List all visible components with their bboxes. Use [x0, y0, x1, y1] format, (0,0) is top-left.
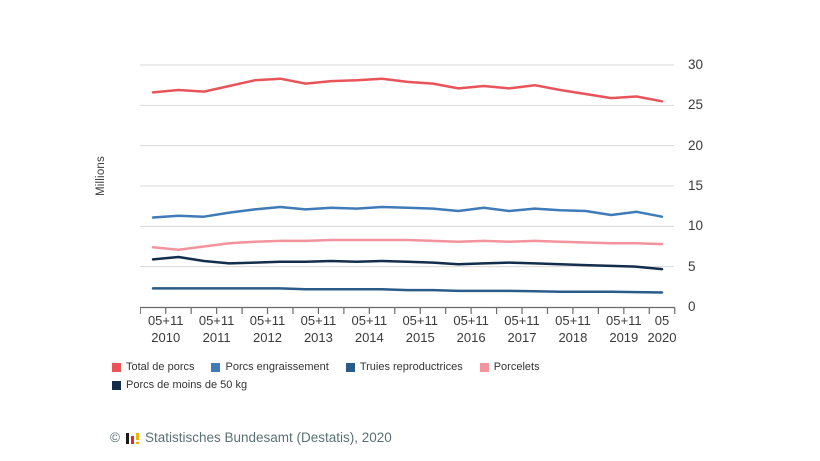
- x-tick-period: 05+11: [351, 313, 388, 328]
- legend-swatch-total-de-porcs: [112, 362, 121, 372]
- legend-swatch-porcs-engraissement: [211, 362, 221, 372]
- legend-row-2: Porcs de moins de 50 kg: [112, 379, 247, 391]
- x-tick-period: 05+11: [453, 313, 489, 328]
- x-tick-label-2018: 05+11 2018: [541, 312, 605, 346]
- x-tick-period: 05+11: [147, 313, 184, 328]
- legend-item-total-de-porcs: Total de porcs: [112, 361, 194, 373]
- legend-item-porcs-engraissement: Porcs engraissement: [211, 361, 329, 373]
- x-tick-label-2011: 05+11 2011: [185, 312, 249, 346]
- x-tick-year: 2019: [609, 330, 639, 345]
- x-tick-year: 2020: [647, 330, 677, 345]
- x-tick-period: 05+11: [606, 313, 642, 328]
- x-tick-year: 2014: [354, 330, 384, 345]
- x-tick-label-2016: 05+11 2016: [439, 312, 503, 346]
- x-tick-label-2019: 05+11 2019: [592, 312, 656, 346]
- y-tick-label-20: 20: [688, 137, 704, 153]
- x-tick-year: 2012: [253, 330, 282, 345]
- y-tick-label-25: 25: [688, 97, 704, 113]
- legend-item-porcs-moins-50kg: Porcs de moins de 50 kg: [112, 379, 247, 391]
- legend-label: Truies reproductrices: [359, 361, 463, 373]
- legend-label: Total de porcs: [126, 361, 195, 373]
- x-tick-period: 05+11: [402, 313, 438, 328]
- legend-swatch-porcelets: [479, 362, 489, 372]
- x-tick-label-2017: 05+11 2017: [490, 312, 554, 346]
- y-tick-label-5: 5: [688, 258, 696, 274]
- x-tick-label-2013: 05+11 2013: [286, 312, 350, 346]
- x-tick-period: 05+11: [300, 313, 337, 328]
- legend-swatch-truies-reproductrices: [345, 362, 355, 372]
- destatis-logo-icon: [125, 433, 139, 444]
- series-line-porcelets: [151, 238, 664, 251]
- x-tick-label-2010: 05+11 2010: [134, 312, 198, 346]
- x-tick-label-2012: 05+11 2012: [236, 312, 300, 346]
- x-tick-year: 2016: [456, 330, 486, 345]
- legend-label: Porcs engraissement: [225, 361, 329, 373]
- x-tick-period: 05+11: [198, 313, 235, 328]
- y-axis-title: Millions: [95, 156, 107, 196]
- x-tick-year: 2015: [405, 330, 435, 345]
- x-tick-year: 2018: [558, 330, 588, 345]
- legend-swatch-porcs-moins-50kg: [112, 380, 121, 390]
- x-tick-year: 2017: [507, 330, 537, 345]
- copyright-symbol: ©: [110, 430, 120, 445]
- y-tick-label-10: 10: [688, 218, 704, 234]
- y-tick-label-30: 30: [688, 57, 704, 72]
- series-line-total-de-porcs: [151, 77, 664, 103]
- legend-label: Porcs de moins de 50 kg: [126, 379, 248, 391]
- series-line-truies-reproductrices: [151, 287, 664, 294]
- x-tick-label-2020: 05 2020: [630, 312, 694, 346]
- source-text: Statistisches Bundesamt (Destatis), 2020: [144, 430, 392, 445]
- y-tick-label-0: 0: [688, 299, 696, 314]
- legend-item-truies-reproductrices: Truies reproductrices: [345, 361, 463, 373]
- x-tick-period: 05+11: [249, 313, 286, 328]
- x-tick-period: 05+11: [555, 313, 591, 328]
- series-line-porcs-de-moins-de-50-kg: [151, 255, 664, 271]
- y-tick-label-15: 15: [688, 178, 704, 193]
- x-tick-period: 05: [654, 313, 670, 328]
- x-tick-year: 2011: [202, 330, 231, 345]
- x-tick-label-2014: 05+11 2014: [337, 312, 401, 346]
- legend-row-1: Total de porcs Porcs engraissement Truie…: [112, 361, 540, 373]
- plot-area: [140, 64, 676, 314]
- legend-label: Porcelets: [493, 361, 540, 373]
- x-tick-year: 2010: [151, 330, 181, 345]
- series-line-porcs-engraissement: [151, 205, 664, 219]
- x-tick-year: 2013: [303, 330, 333, 345]
- legend-item-porcelets: Porcelets: [479, 361, 540, 373]
- source-attribution: © Statistisches Bundesamt (Destatis), 20…: [110, 430, 392, 445]
- x-tick-period: 05+11: [504, 313, 540, 328]
- x-tick-label-2015: 05+11 2015: [388, 312, 452, 346]
